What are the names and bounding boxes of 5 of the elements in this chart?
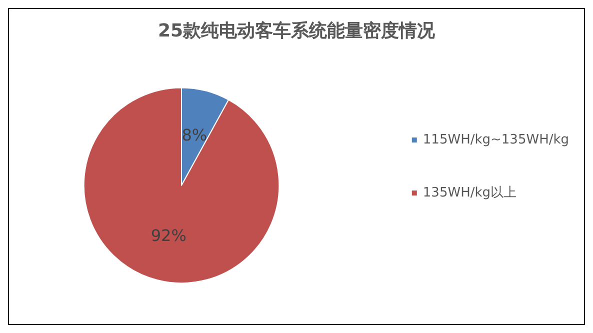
legend-label: 135WH/kg以上 [422,186,517,200]
data-label: 8% [182,126,208,145]
data-label: 92% [150,226,186,246]
legend-label: 115WH/kg~135WH/kg [422,132,570,148]
chart-title: 25款纯电动客车系统能量密度情况 [158,20,436,42]
